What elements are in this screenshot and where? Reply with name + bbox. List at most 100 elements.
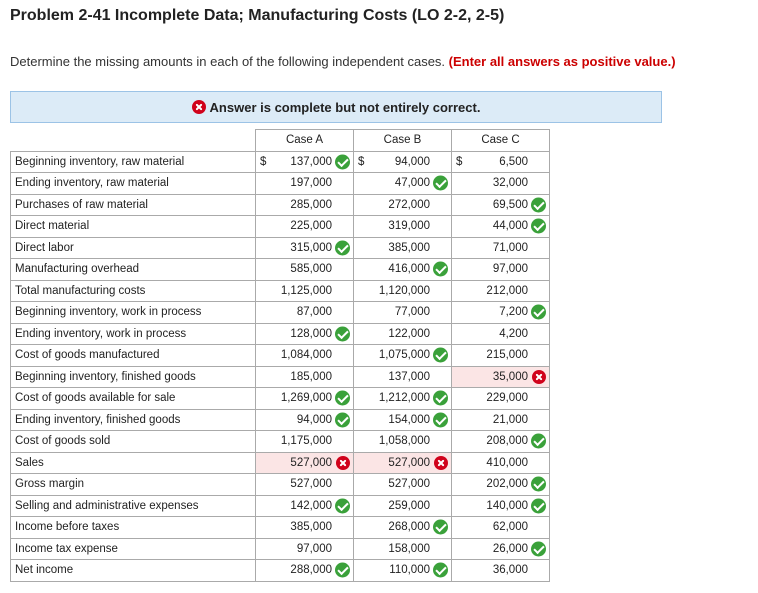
answer-cell[interactable]: 527,000	[353, 473, 452, 496]
answer-cell[interactable]: 416,000	[353, 258, 452, 281]
answer-cell[interactable]: 1,175,000	[255, 430, 354, 453]
table-row: Sales 527,000 527,000 410,000	[10, 451, 550, 474]
answer-cell[interactable]: 185,000	[255, 365, 354, 388]
answer-cell[interactable]: 285,000	[255, 193, 354, 216]
banner-text: Answer is complete but not entirely corr…	[209, 99, 481, 115]
row-label: Ending inventory, finished goods	[10, 408, 256, 431]
answer-cell[interactable]: 32,000	[451, 172, 550, 195]
cell-value: 1,125,000	[280, 284, 332, 297]
answer-cell[interactable]: 212,000	[451, 279, 550, 302]
answer-cell[interactable]: 385,000	[255, 516, 354, 539]
answer-cell[interactable]: 44,000	[451, 215, 550, 238]
answer-cell[interactable]: 21,000	[451, 408, 550, 431]
column-header-case-c: Case C	[451, 129, 550, 152]
correct-check-icon	[433, 347, 448, 363]
answer-cell[interactable]: 585,000	[255, 258, 354, 281]
correct-check-icon	[531, 433, 546, 449]
cell-value: 585,000	[290, 263, 332, 276]
answer-cell[interactable]: 527,000	[353, 451, 452, 474]
answer-cell[interactable]: 62,000	[451, 516, 550, 539]
answer-cell[interactable]: 97,000	[451, 258, 550, 281]
answer-cell[interactable]: 527,000	[255, 473, 354, 496]
row-label: Beginning inventory, raw material	[10, 150, 256, 173]
answer-cell[interactable]: 410,000	[451, 451, 550, 474]
answer-cell[interactable]: 385,000	[353, 236, 452, 259]
answer-cell[interactable]: $94,000	[353, 150, 452, 173]
table-row: Beginning inventory, finished goods 185,0…	[10, 365, 550, 388]
answer-cell[interactable]: 87,000	[255, 301, 354, 324]
answer-cell[interactable]: 319,000	[353, 215, 452, 238]
row-label: Direct material	[10, 215, 256, 238]
answer-cell[interactable]: 225,000	[255, 215, 354, 238]
answer-cell[interactable]: 315,000	[255, 236, 354, 259]
answer-cell[interactable]: 142,000	[255, 494, 354, 517]
answer-cell[interactable]: 1,120,000	[353, 279, 452, 302]
cell-value: 197,000	[290, 177, 332, 190]
table-row: Income tax expense 97,000 158,000 26,000	[10, 537, 550, 560]
cell-value: 62,000	[492, 521, 528, 534]
answer-cell[interactable]: 215,000	[451, 344, 550, 367]
correct-check-icon	[433, 412, 448, 428]
answer-cell[interactable]: 272,000	[353, 193, 452, 216]
answer-cell[interactable]: 110,000	[353, 559, 452, 582]
table-row: Manufacturing overhead 585,000 416,000 97,0…	[10, 258, 550, 281]
correct-check-icon	[335, 154, 350, 170]
answer-cell[interactable]: 69,500	[451, 193, 550, 216]
answer-cell[interactable]: 97,000	[255, 537, 354, 560]
correct-check-icon	[531, 197, 546, 213]
correct-check-icon	[531, 498, 546, 514]
cell-value: 285,000	[290, 198, 332, 211]
answer-cell[interactable]: 1,269,000	[255, 387, 354, 410]
answer-cell[interactable]: 1,212,000	[353, 387, 452, 410]
row-label: Ending inventory, raw material	[10, 172, 256, 195]
answer-cell[interactable]: $137,000	[255, 150, 354, 173]
answer-cell[interactable]: 288,000	[255, 559, 354, 582]
correct-check-icon	[335, 498, 350, 514]
result-banner: Answer is complete but not entirely corr…	[10, 91, 662, 123]
answer-cell[interactable]: 35,000	[451, 365, 550, 388]
currency-symbol: $	[260, 155, 267, 168]
answer-cell[interactable]: 47,000	[353, 172, 452, 195]
answer-cell[interactable]: 77,000	[353, 301, 452, 324]
answer-cell[interactable]: 94,000	[255, 408, 354, 431]
answer-cell[interactable]: 208,000	[451, 430, 550, 453]
answer-cell[interactable]: 1,125,000	[255, 279, 354, 302]
answer-cell[interactable]: 71,000	[451, 236, 550, 259]
answer-cell[interactable]: 137,000	[353, 365, 452, 388]
row-label: Ending inventory, work in process	[10, 322, 256, 345]
cell-value: 212,000	[486, 284, 528, 297]
column-header-case-a: Case A	[255, 129, 354, 152]
answer-cell[interactable]: 202,000	[451, 473, 550, 496]
cell-value: 385,000	[388, 241, 430, 254]
answer-cell[interactable]: 26,000	[451, 537, 550, 560]
answer-cell[interactable]: 140,000	[451, 494, 550, 517]
answer-cell[interactable]: 158,000	[353, 537, 452, 560]
answer-cell[interactable]: 128,000	[255, 322, 354, 345]
answer-cell[interactable]: 229,000	[451, 387, 550, 410]
cell-value: 44,000	[492, 220, 528, 233]
cell-value: 97,000	[492, 263, 528, 276]
answer-cell[interactable]: 1,084,000	[255, 344, 354, 367]
answer-cell[interactable]: 197,000	[255, 172, 354, 195]
answer-cell[interactable]: $6,500	[451, 150, 550, 173]
answer-cell[interactable]: 4,200	[451, 322, 550, 345]
answer-cell[interactable]: 527,000	[255, 451, 354, 474]
cell-value: 208,000	[486, 435, 528, 448]
cell-value: 185,000	[290, 370, 332, 383]
answer-cell[interactable]: 1,058,000	[353, 430, 452, 453]
cell-value: 26,000	[492, 542, 528, 555]
answer-cell[interactable]: 7,200	[451, 301, 550, 324]
cell-value: 215,000	[486, 349, 528, 362]
answer-cell[interactable]: 268,000	[353, 516, 452, 539]
answer-cell[interactable]: 154,000	[353, 408, 452, 431]
table-row: Net income 288,000 110,000 36,000	[10, 559, 550, 582]
table-row: Ending inventory, raw material 197,000 47,…	[10, 172, 550, 195]
cell-value: 137,000	[290, 155, 332, 168]
correct-check-icon	[433, 390, 448, 406]
answer-cell[interactable]: 259,000	[353, 494, 452, 517]
answer-cell[interactable]: 122,000	[353, 322, 452, 345]
answer-cell[interactable]: 36,000	[451, 559, 550, 582]
table-row: Total manufacturing costs 1,125,000 1,120,…	[10, 279, 550, 302]
row-label: Income tax expense	[10, 537, 256, 560]
answer-cell[interactable]: 1,075,000	[353, 344, 452, 367]
